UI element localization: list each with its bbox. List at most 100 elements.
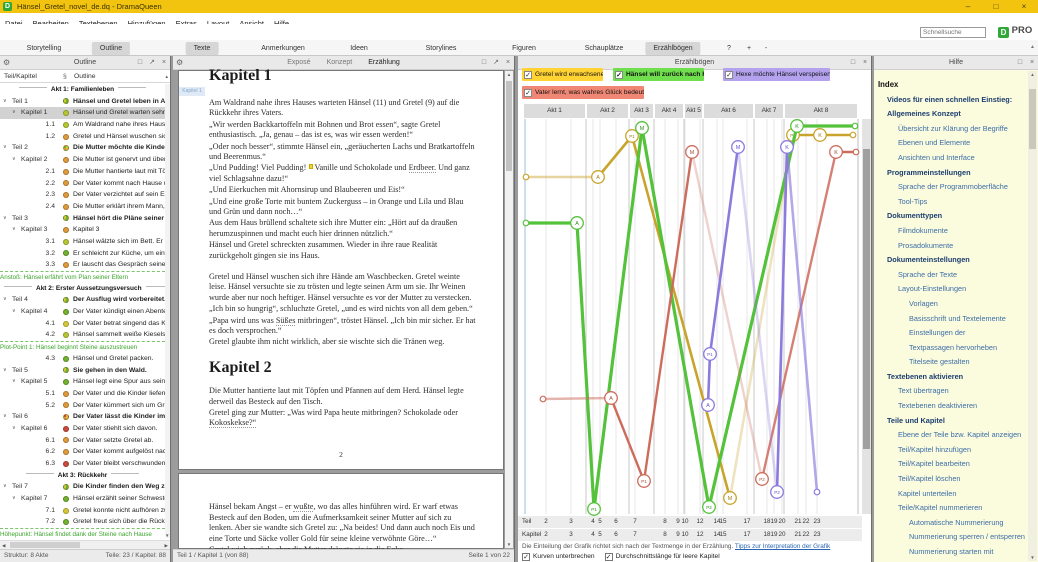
act-divider[interactable]: Akt 2: Erster Aussetzungsversuch: [0, 283, 165, 295]
outline-row-teil-4[interactable]: ∨ Teil 4 Der Ausflug wird vorbereitet.: [0, 294, 165, 306]
scrollbar-thumb[interactable]: [10, 542, 80, 548]
help-link[interactable]: Ansichten und Interface: [898, 152, 975, 162]
arc-node-K[interactable]: [790, 119, 804, 133]
help-link[interactable]: Teile/Kapitel nummerieren: [898, 503, 983, 513]
help-link[interactable]: Einstellungen der: [909, 328, 966, 338]
help-link[interactable]: Videos für einen schnellen Einstieg:: [887, 94, 1013, 104]
tab-anmerkungen[interactable]: Anmerkungen: [261, 45, 305, 52]
text-level-konzept[interactable]: Konzept: [326, 59, 353, 66]
act-divider[interactable]: Akt 1: Familienleben: [0, 84, 165, 96]
outline-row-6.3[interactable]: 6.3 Der Vater bleibt verschwunden: [45, 460, 165, 467]
expand-chevron-icon[interactable]: ∨: [12, 308, 16, 315]
arc-node-M[interactable]: [723, 491, 737, 505]
arc-node-A[interactable]: [604, 391, 618, 405]
menu-hinzufügen[interactable]: Hinzufügen: [128, 18, 166, 29]
comment-marker-icon[interactable]: [309, 164, 314, 170]
menu-layout[interactable]: Layout: [207, 18, 230, 29]
maximize-panel-icon[interactable]: □: [1017, 59, 1023, 66]
help-link[interactable]: Ebene der Teile bzw. Kapitel anzeigen: [898, 430, 1022, 440]
close-panel-icon[interactable]: ×: [505, 59, 511, 66]
outline-row-2.2[interactable]: 2.2 Der Vater kommt nach Hause u: [45, 179, 165, 187]
close-panel-icon[interactable]: ×: [161, 59, 167, 66]
arc-node-P1[interactable]: [587, 502, 601, 516]
help-link[interactable]: Index: [878, 80, 899, 89]
arc-series[interactable]: A P1 M P2 K: [522, 119, 859, 516]
outline-row-2.4[interactable]: 2.4 Die Mutter erklärt ihrem Mann,: [45, 202, 165, 210]
act-header-8[interactable]: Akt 8: [785, 104, 857, 118]
panel-divider[interactable]: [871, 56, 874, 562]
texte-vertical-scrollbar[interactable]: ▲ ▼: [505, 71, 513, 548]
outline-row-teil-3[interactable]: ∨ Teil 3 Hänsel hört die Pläne seiner M: [0, 213, 165, 225]
outline-row-6.2[interactable]: 6.2 Der Vater kommt aufgelöst nac: [45, 448, 165, 456]
outline-row-6.1[interactable]: 6.1 Der Vater setzte Gretel ab.: [45, 436, 154, 444]
arc-node-M[interactable]: [685, 145, 699, 159]
scrollbar-thumb[interactable]: [506, 81, 512, 171]
maximize-panel-icon[interactable]: □: [481, 59, 487, 66]
arc-node-K[interactable]: [780, 140, 794, 154]
arc-toggle-chip[interactable]: ✓Hänsel will zurück nach Hause: [613, 68, 704, 81]
maximize-button[interactable]: □: [993, 2, 999, 11]
help-link[interactable]: Teil/Kapitel löschen: [898, 474, 961, 484]
menu-hilfe[interactable]: Hilfe: [274, 18, 289, 29]
help-link[interactable]: Textpassagen hervorheben: [909, 342, 998, 352]
outline-row-kapitel-2[interactable]: ∨ Kapitel 2 Die Mutter ist genervt und übe…: [0, 154, 165, 166]
chapter-2-text[interactable]: Die Mutter hantierte laut mit Töpfen und…: [209, 385, 464, 429]
maximize-panel-icon[interactable]: □: [850, 59, 856, 66]
detach-panel-icon[interactable]: ↗: [149, 59, 155, 66]
gear-icon[interactable]: ⚙: [3, 58, 11, 67]
act-header-4[interactable]: Akt 4: [655, 104, 683, 118]
arc-node-P1[interactable]: [703, 347, 717, 361]
act-header-7[interactable]: Akt 7: [755, 104, 783, 118]
outline-row-4.3[interactable]: 4.3 Hänsel und Gretel packen.: [45, 354, 154, 362]
checkbox-checked-icon[interactable]: ✓: [615, 70, 623, 79]
chart-option[interactable]: ✓ Kurven unterbrechen: [522, 553, 595, 561]
expand-chevron-icon[interactable]: ∨: [3, 214, 7, 221]
collapse-tabs-icon[interactable]: ▲: [1030, 44, 1035, 50]
gear-icon[interactable]: ⚙: [176, 58, 184, 67]
arc-node-A[interactable]: [591, 170, 605, 184]
help-link[interactable]: Sprache der Texte: [898, 269, 958, 279]
arc-node-P1[interactable]: [637, 474, 651, 488]
tab-schaupl-tze[interactable]: Schauplätze: [584, 45, 624, 52]
outline-row-teil-5[interactable]: ∨ Teil 5 Sie gehen in den Wald.: [0, 365, 165, 377]
help-link[interactable]: Text übertragen: [898, 386, 949, 396]
expand-chevron-icon[interactable]: ∨: [3, 413, 7, 420]
arc-node-K[interactable]: [813, 128, 827, 142]
minimize-button[interactable]: –: [965, 2, 971, 11]
outline-row-7.1[interactable]: 7.1 Gretel konnte nicht aufhören zu: [45, 506, 165, 514]
arc-node-P2[interactable]: [702, 500, 716, 514]
act-divider[interactable]: Akt 3: Rückkehr: [0, 470, 165, 482]
menu-extras[interactable]: Extras: [176, 18, 197, 29]
text-level-erzählung[interactable]: Erzählung: [368, 59, 400, 66]
outline-row-kapitel-1[interactable]: ∨ Kapitel 1 Hänsel und Gretel warten sehns: [0, 107, 165, 120]
help-link[interactable]: Tool-Tips: [898, 196, 928, 206]
help-link[interactable]: Teil/Kapitel bearbeiten: [898, 459, 970, 469]
tab-storylines[interactable]: Storylines: [425, 45, 457, 52]
arc-node-P1[interactable]: [625, 129, 639, 143]
arcs-vertical-scrollbar[interactable]: [862, 119, 871, 514]
expand-chevron-icon[interactable]: ∨: [3, 483, 7, 490]
help-link[interactable]: Dokumenteinstellungen: [887, 255, 970, 265]
chart-tips-link[interactable]: Tipps zur Interpretation der Grafik: [734, 543, 831, 550]
tab-storytelling[interactable]: Storytelling: [26, 45, 62, 52]
scrollbar-thumb[interactable]: [863, 149, 870, 449]
expand-chevron-icon[interactable]: ∨: [3, 144, 7, 151]
close-button[interactable]: ×: [1021, 2, 1027, 11]
help-link[interactable]: Ebenen und Elemente: [898, 138, 971, 148]
arc-node-P2[interactable]: [755, 472, 769, 486]
tab--[interactable]: -: [764, 45, 768, 52]
help-link[interactable]: Textebenen deaktivieren: [898, 401, 978, 411]
help-link[interactable]: Teil/Kapitel hinzufügen: [898, 444, 972, 454]
chart-option[interactable]: ✓ Durchschnittslänge für leere Kapitel: [604, 553, 720, 561]
help-link[interactable]: Teile und Kapitel: [887, 415, 945, 425]
panel-divider[interactable]: [514, 56, 518, 562]
outline-row-7.2[interactable]: 7.2 Gretel freut sich über die Rückk: [45, 518, 165, 526]
close-panel-icon[interactable]: ×: [862, 59, 868, 66]
detach-panel-icon[interactable]: ↗: [493, 59, 499, 66]
manuscript-page-1[interactable]: Kapitel 1 Kapitel 1 Am Waldrand nahe ihr…: [178, 68, 504, 470]
expand-chevron-icon[interactable]: ∨: [12, 226, 16, 233]
outline-row-teil-6[interactable]: ∨ Teil 6 Der Vater lässt die Kinder im: [0, 411, 165, 423]
arc-node-M[interactable]: [635, 121, 649, 135]
help-link[interactable]: Kapitel unterteilen: [898, 488, 957, 498]
tab--[interactable]: ?: [727, 45, 731, 52]
